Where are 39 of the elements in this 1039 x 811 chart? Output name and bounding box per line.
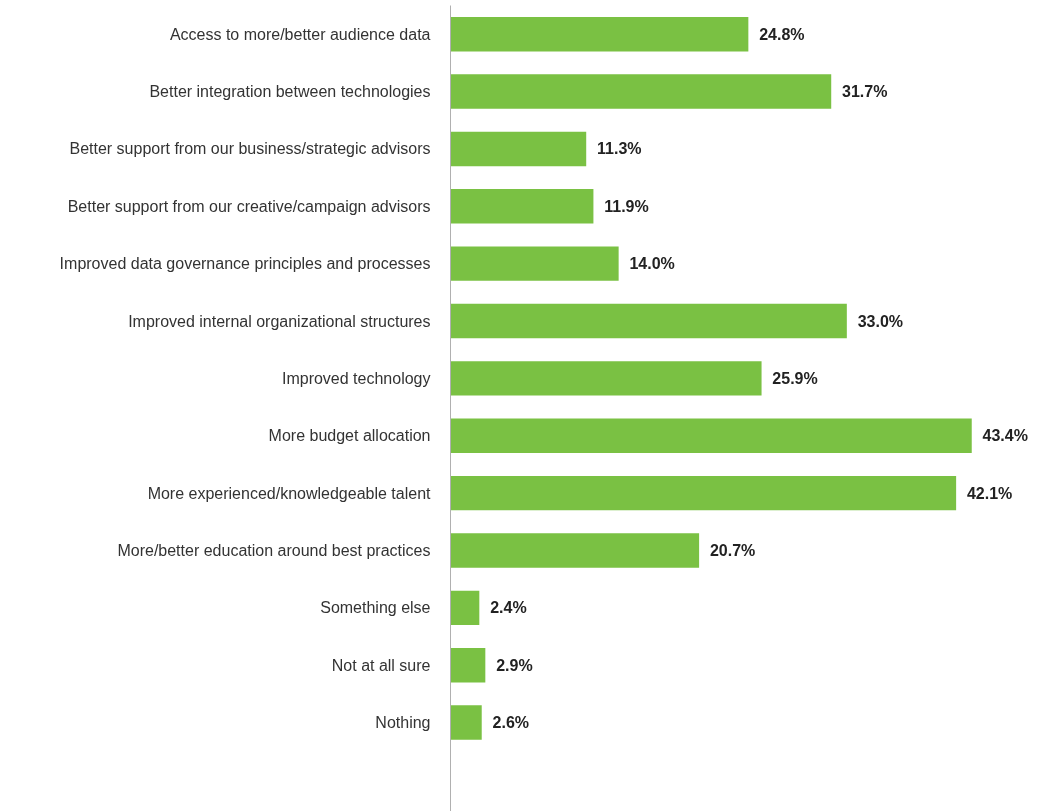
- y-tick-label: Something else: [320, 599, 431, 617]
- data-label: 20.7%: [709, 541, 756, 559]
- data-label: 25.9%: [772, 369, 818, 387]
- y-tick-label: Better support from our creative/campaign advisors: [67, 197, 431, 215]
- y-tick-label: More experienced/knowledgeable talent: [147, 484, 432, 502]
- data-label: 11.3%: [597, 140, 642, 158]
- bar: [450, 418, 972, 453]
- data-label: 24.8%: [759, 25, 805, 43]
- y-tick-label: More/better education around best practices: [117, 541, 431, 559]
- data-label: 11.9%: [604, 197, 649, 215]
- bar: [450, 74, 832, 109]
- bar: [450, 189, 594, 224]
- y-tick-label: Improved data governance principles and processes: [59, 255, 431, 273]
- data-label: 31.7%: [842, 83, 888, 101]
- data-label: 2.4%: [490, 599, 527, 617]
- y-tick-label: Access to more/better audience data: [169, 25, 431, 43]
- y-tick-label: Nothing: [375, 714, 431, 732]
- y-tick-label: Better integration between technologies: [149, 83, 431, 101]
- y-tick-label: Improved internal organizational structures: [128, 312, 431, 330]
- y-tick-label: Better support from our business/strategic advisors: [69, 140, 431, 158]
- data-label: 43.4%: [982, 427, 1028, 445]
- bar: [450, 648, 486, 683]
- y-tick-label: Improved technology: [281, 369, 431, 387]
- bar: [450, 131, 587, 167]
- data-label: 33.0%: [857, 312, 904, 330]
- data-label: 42.1%: [966, 484, 1013, 502]
- bar: [450, 246, 619, 281]
- data-label: 2.9%: [496, 656, 533, 674]
- bar: [450, 16, 749, 52]
- bar: [450, 475, 957, 511]
- bar: [450, 705, 482, 740]
- bar: [450, 303, 847, 339]
- bar: [450, 533, 700, 568]
- y-tick-label: More budget allocation: [268, 427, 431, 445]
- bar: [450, 361, 762, 396]
- y-tick-label: Not at all sure: [331, 656, 431, 674]
- data-label: 2.6%: [492, 714, 529, 732]
- bar: [450, 590, 480, 626]
- data-label: 14.0%: [629, 255, 675, 273]
